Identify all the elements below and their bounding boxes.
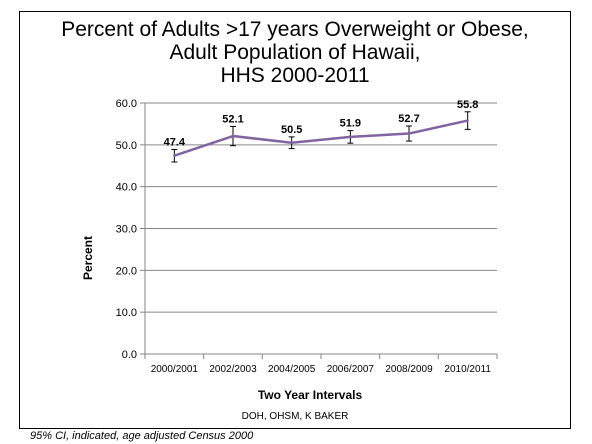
y-axis-label: Percent: [81, 236, 95, 280]
x-tick-label: 2000/2001: [151, 364, 199, 375]
y-tick-label: 0.0: [122, 349, 137, 361]
x-tick-labels: 2000/2001 2002/2003 2004/2005 2006/2007 2008…: [151, 364, 492, 375]
axes: [140, 102, 498, 359]
data-label: 55.8: [457, 99, 478, 111]
chart-title-line-3: HHS 2000-2011: [220, 64, 370, 87]
y-tick-label: 50.0: [116, 140, 137, 152]
data-point: [407, 132, 411, 135]
data-point: [173, 154, 176, 157]
y-tick-label: 60.0: [116, 98, 137, 110]
slide-frame: [19, 11, 571, 429]
y-tick-labels: 0.0 10.0 20.0 30.0 40.0 50.0 60.0: [116, 98, 137, 361]
chart-title-line-2: Adult Population of Hawaii,: [169, 41, 421, 64]
data-point: [466, 119, 469, 122]
chart-title: Percent of Adults >17 years Overweight o…: [19, 18, 571, 87]
data-label: 47.4: [164, 136, 186, 148]
y-tick-label: 30.0: [116, 224, 137, 236]
x-axis-label: Two Year Intervals: [258, 388, 363, 402]
y-tick-label: 20.0: [116, 265, 137, 277]
series-line: [173, 119, 468, 157]
data-label: 52.1: [222, 113, 243, 125]
x-tick-label: 2002/2003: [209, 364, 257, 375]
data-label: 50.5: [281, 124, 302, 136]
data-labels: 47.4 52.1 50.5 51.9 52.7 55.8: [164, 99, 479, 149]
x-tick-label: 2008/2009: [385, 364, 433, 375]
data-point: [231, 134, 235, 138]
data-point: [349, 135, 352, 139]
y-tick-label: 40.0: [116, 182, 137, 194]
x-tick-label: 2004/2005: [268, 364, 316, 375]
data-label: 52.7: [398, 113, 419, 125]
credit-text: DOH, OHSM, K BAKER: [241, 411, 349, 422]
gridlines: [145, 102, 497, 313]
footnote-text: 95% CI, indicated, age adjusted Census 2…: [30, 430, 254, 442]
chart-title-line-1: Percent of Adults >17 years Overweight o…: [61, 18, 529, 41]
y-tick-label: 10.0: [116, 307, 137, 319]
data-label: 51.9: [340, 118, 361, 130]
x-tick-label: 2006/2007: [327, 364, 375, 375]
error-bars: [171, 111, 471, 163]
data-point: [290, 141, 293, 144]
x-tick-label: 2010/2011: [444, 364, 491, 375]
series-line-group: [173, 119, 469, 157]
